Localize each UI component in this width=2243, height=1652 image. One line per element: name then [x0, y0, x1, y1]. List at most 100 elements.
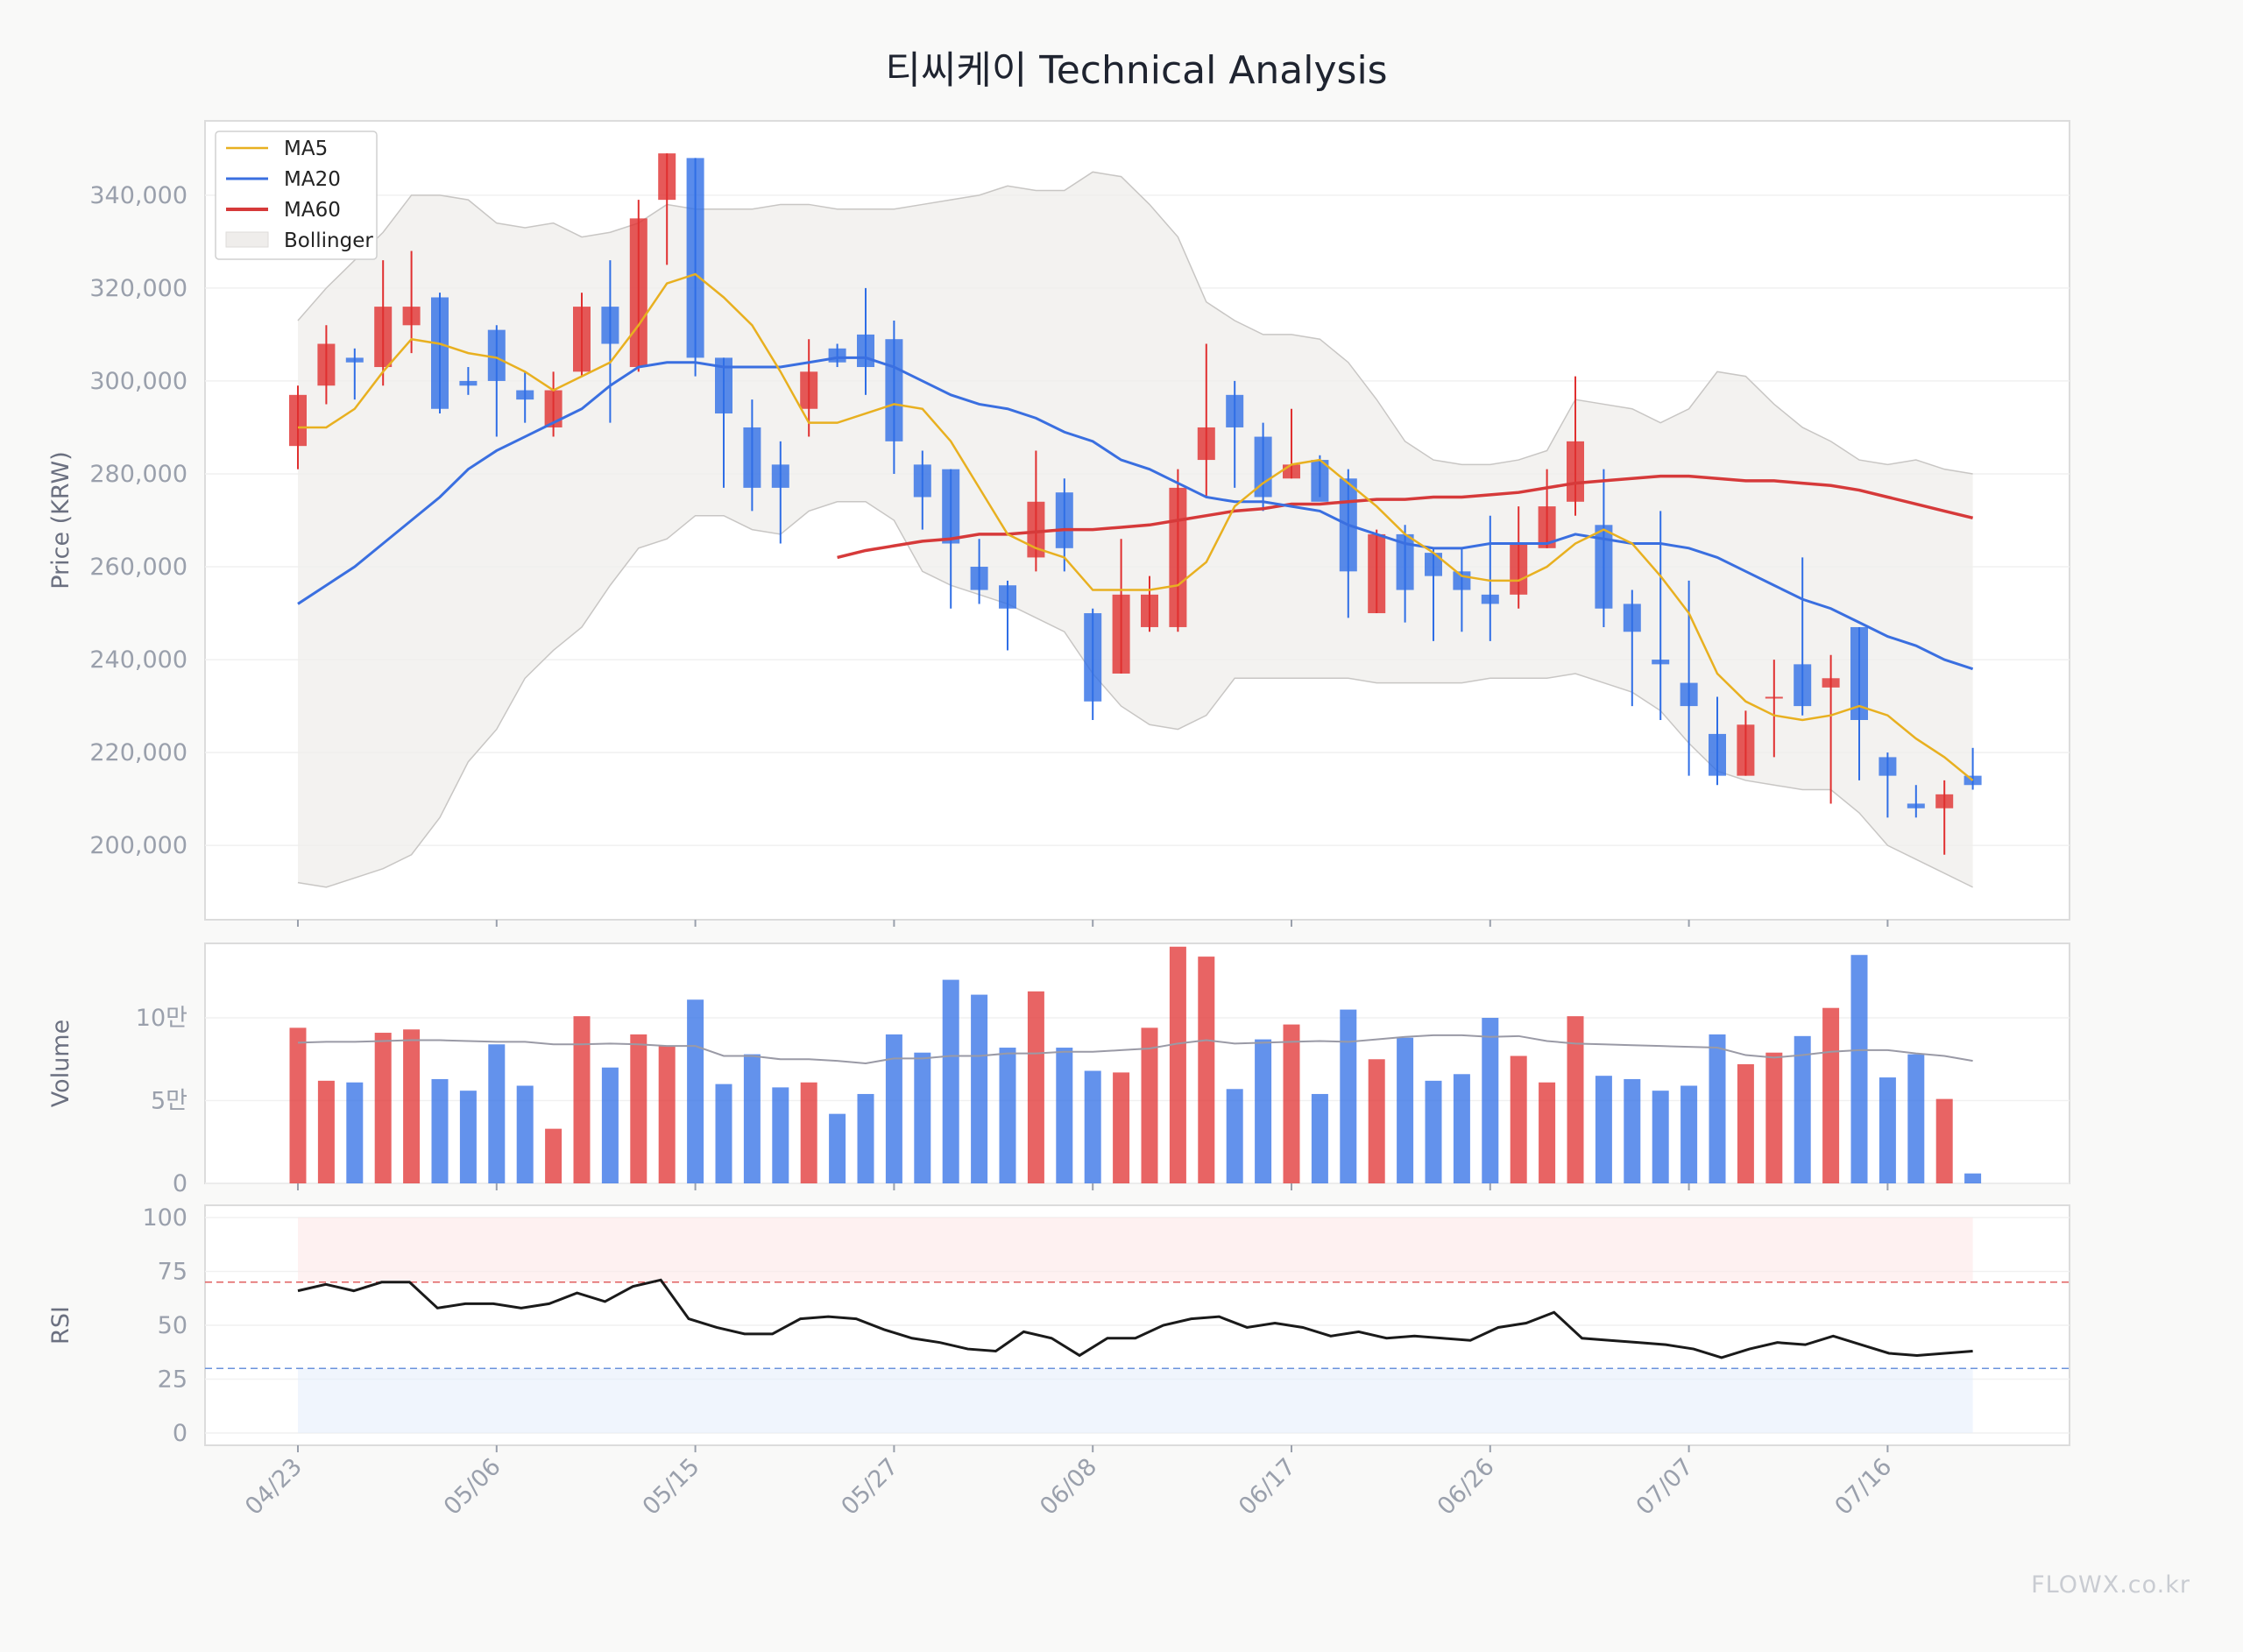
volume-bar [317, 1080, 335, 1183]
candle-body [459, 380, 478, 386]
candle-body [374, 307, 393, 368]
ma20-line [297, 356, 1974, 671]
volume-tick-label: 0 [173, 1170, 188, 1197]
candle-body [1254, 436, 1272, 498]
candle-body [942, 469, 960, 544]
candle-body [289, 394, 307, 447]
candle-body [999, 585, 1016, 609]
candlesticks [289, 153, 1982, 855]
x-tick-label: 04/23 [240, 1453, 308, 1521]
bollinger-lower-line [297, 501, 1973, 888]
volume-bar [743, 1054, 761, 1183]
candle-body [1737, 724, 1755, 776]
price-tick-label: 340,000 [89, 182, 188, 209]
volume-bar [1964, 1173, 1982, 1183]
rsi-tick-label: 75 [158, 1259, 188, 1286]
candle-body [431, 297, 449, 409]
volume-bar [573, 1016, 591, 1183]
volume-bar [1198, 957, 1215, 1183]
volume-bar [942, 979, 959, 1183]
volume-bar [687, 999, 704, 1183]
legend-swatch-bollinger [225, 231, 269, 248]
rsi-oversold-zone [298, 1368, 1973, 1433]
candle-body [715, 357, 732, 414]
volume-bar [1680, 1085, 1698, 1183]
price-tick-label: 280,000 [89, 461, 188, 488]
volume-bar [857, 1093, 874, 1183]
candle-body [1794, 664, 1812, 707]
volume-bar [1850, 955, 1868, 1183]
candle-body [1084, 613, 1102, 702]
volume-bar [971, 994, 988, 1183]
legend-label-ma60: MA60 [284, 199, 341, 222]
volume-bar [1113, 1072, 1130, 1183]
volume-bar [914, 1052, 931, 1183]
candle-body [516, 390, 534, 400]
candle-body [1481, 594, 1499, 604]
price-tick-label: 240,000 [89, 646, 188, 674]
volume-ma-line [297, 1034, 1973, 1065]
bollinger-band [297, 171, 1973, 888]
x-tick-label: 07/16 [1829, 1453, 1897, 1521]
candle-body [857, 334, 874, 368]
volume-bar [1283, 1024, 1300, 1183]
volume-bar [289, 1027, 307, 1183]
legend-label-bollinger: Bollinger [284, 229, 373, 252]
candle-body [1283, 464, 1300, 479]
x-tick-label: 06/08 [1035, 1453, 1102, 1521]
moving-averages [297, 272, 1974, 781]
candle-body [1850, 626, 1868, 720]
candle-body [1567, 441, 1584, 502]
rsi-tick-label: 100 [142, 1204, 188, 1232]
volume-bar [1794, 1035, 1811, 1183]
candle-body [1226, 394, 1244, 427]
volume-bar [516, 1085, 534, 1183]
legend: MA5 MA20 MA60 Bollinger [215, 131, 378, 260]
legend-box [215, 131, 378, 260]
volume-bar [772, 1087, 789, 1183]
volume-bar [1169, 946, 1186, 1183]
ma60-line [837, 474, 1974, 560]
volume-bar [885, 1034, 902, 1183]
volume-bar [1652, 1091, 1669, 1183]
price-tick-label: 320,000 [89, 275, 188, 302]
volume-bar [459, 1091, 477, 1183]
volume-bar [630, 1034, 647, 1183]
candle-body [544, 390, 563, 427]
rsi-zones [205, 1218, 2070, 1433]
volume-bar [1340, 1009, 1357, 1183]
volume-bar [1907, 1054, 1925, 1183]
candle-body [573, 307, 591, 372]
volume-bars [289, 946, 1982, 1183]
volume-bar [1084, 1070, 1101, 1183]
candle-body [913, 464, 931, 498]
ma5-line [298, 272, 1974, 781]
candle-body [1453, 571, 1471, 590]
volume-bar [1624, 1078, 1641, 1183]
candle-body [970, 567, 988, 590]
candle-body [317, 343, 336, 386]
volume-bar [1027, 991, 1044, 1183]
volume-bar [1056, 1048, 1073, 1183]
bollinger-fill [298, 172, 1973, 887]
candle-body [1368, 533, 1386, 614]
volume-bar [1567, 1016, 1584, 1183]
volume-bar [1311, 1093, 1328, 1183]
volume-bar [1765, 1052, 1783, 1183]
candle-body [629, 218, 647, 368]
volume-bar [601, 1067, 619, 1183]
watermark: FLOWX.co.kr [2031, 1571, 2190, 1599]
candle-body [885, 339, 903, 441]
volume-bar [431, 1078, 449, 1183]
volume-bar [1368, 1059, 1385, 1183]
volume-bar [1822, 1007, 1840, 1183]
candle-body [1197, 427, 1215, 461]
volume-bar [1482, 1018, 1499, 1183]
candle-body [743, 427, 761, 488]
candle-body [686, 158, 704, 358]
volume-bar [1397, 1037, 1414, 1183]
candle-body [601, 307, 619, 344]
candle-body [1935, 794, 1954, 808]
volume-axis-label: Volume [47, 1020, 74, 1107]
